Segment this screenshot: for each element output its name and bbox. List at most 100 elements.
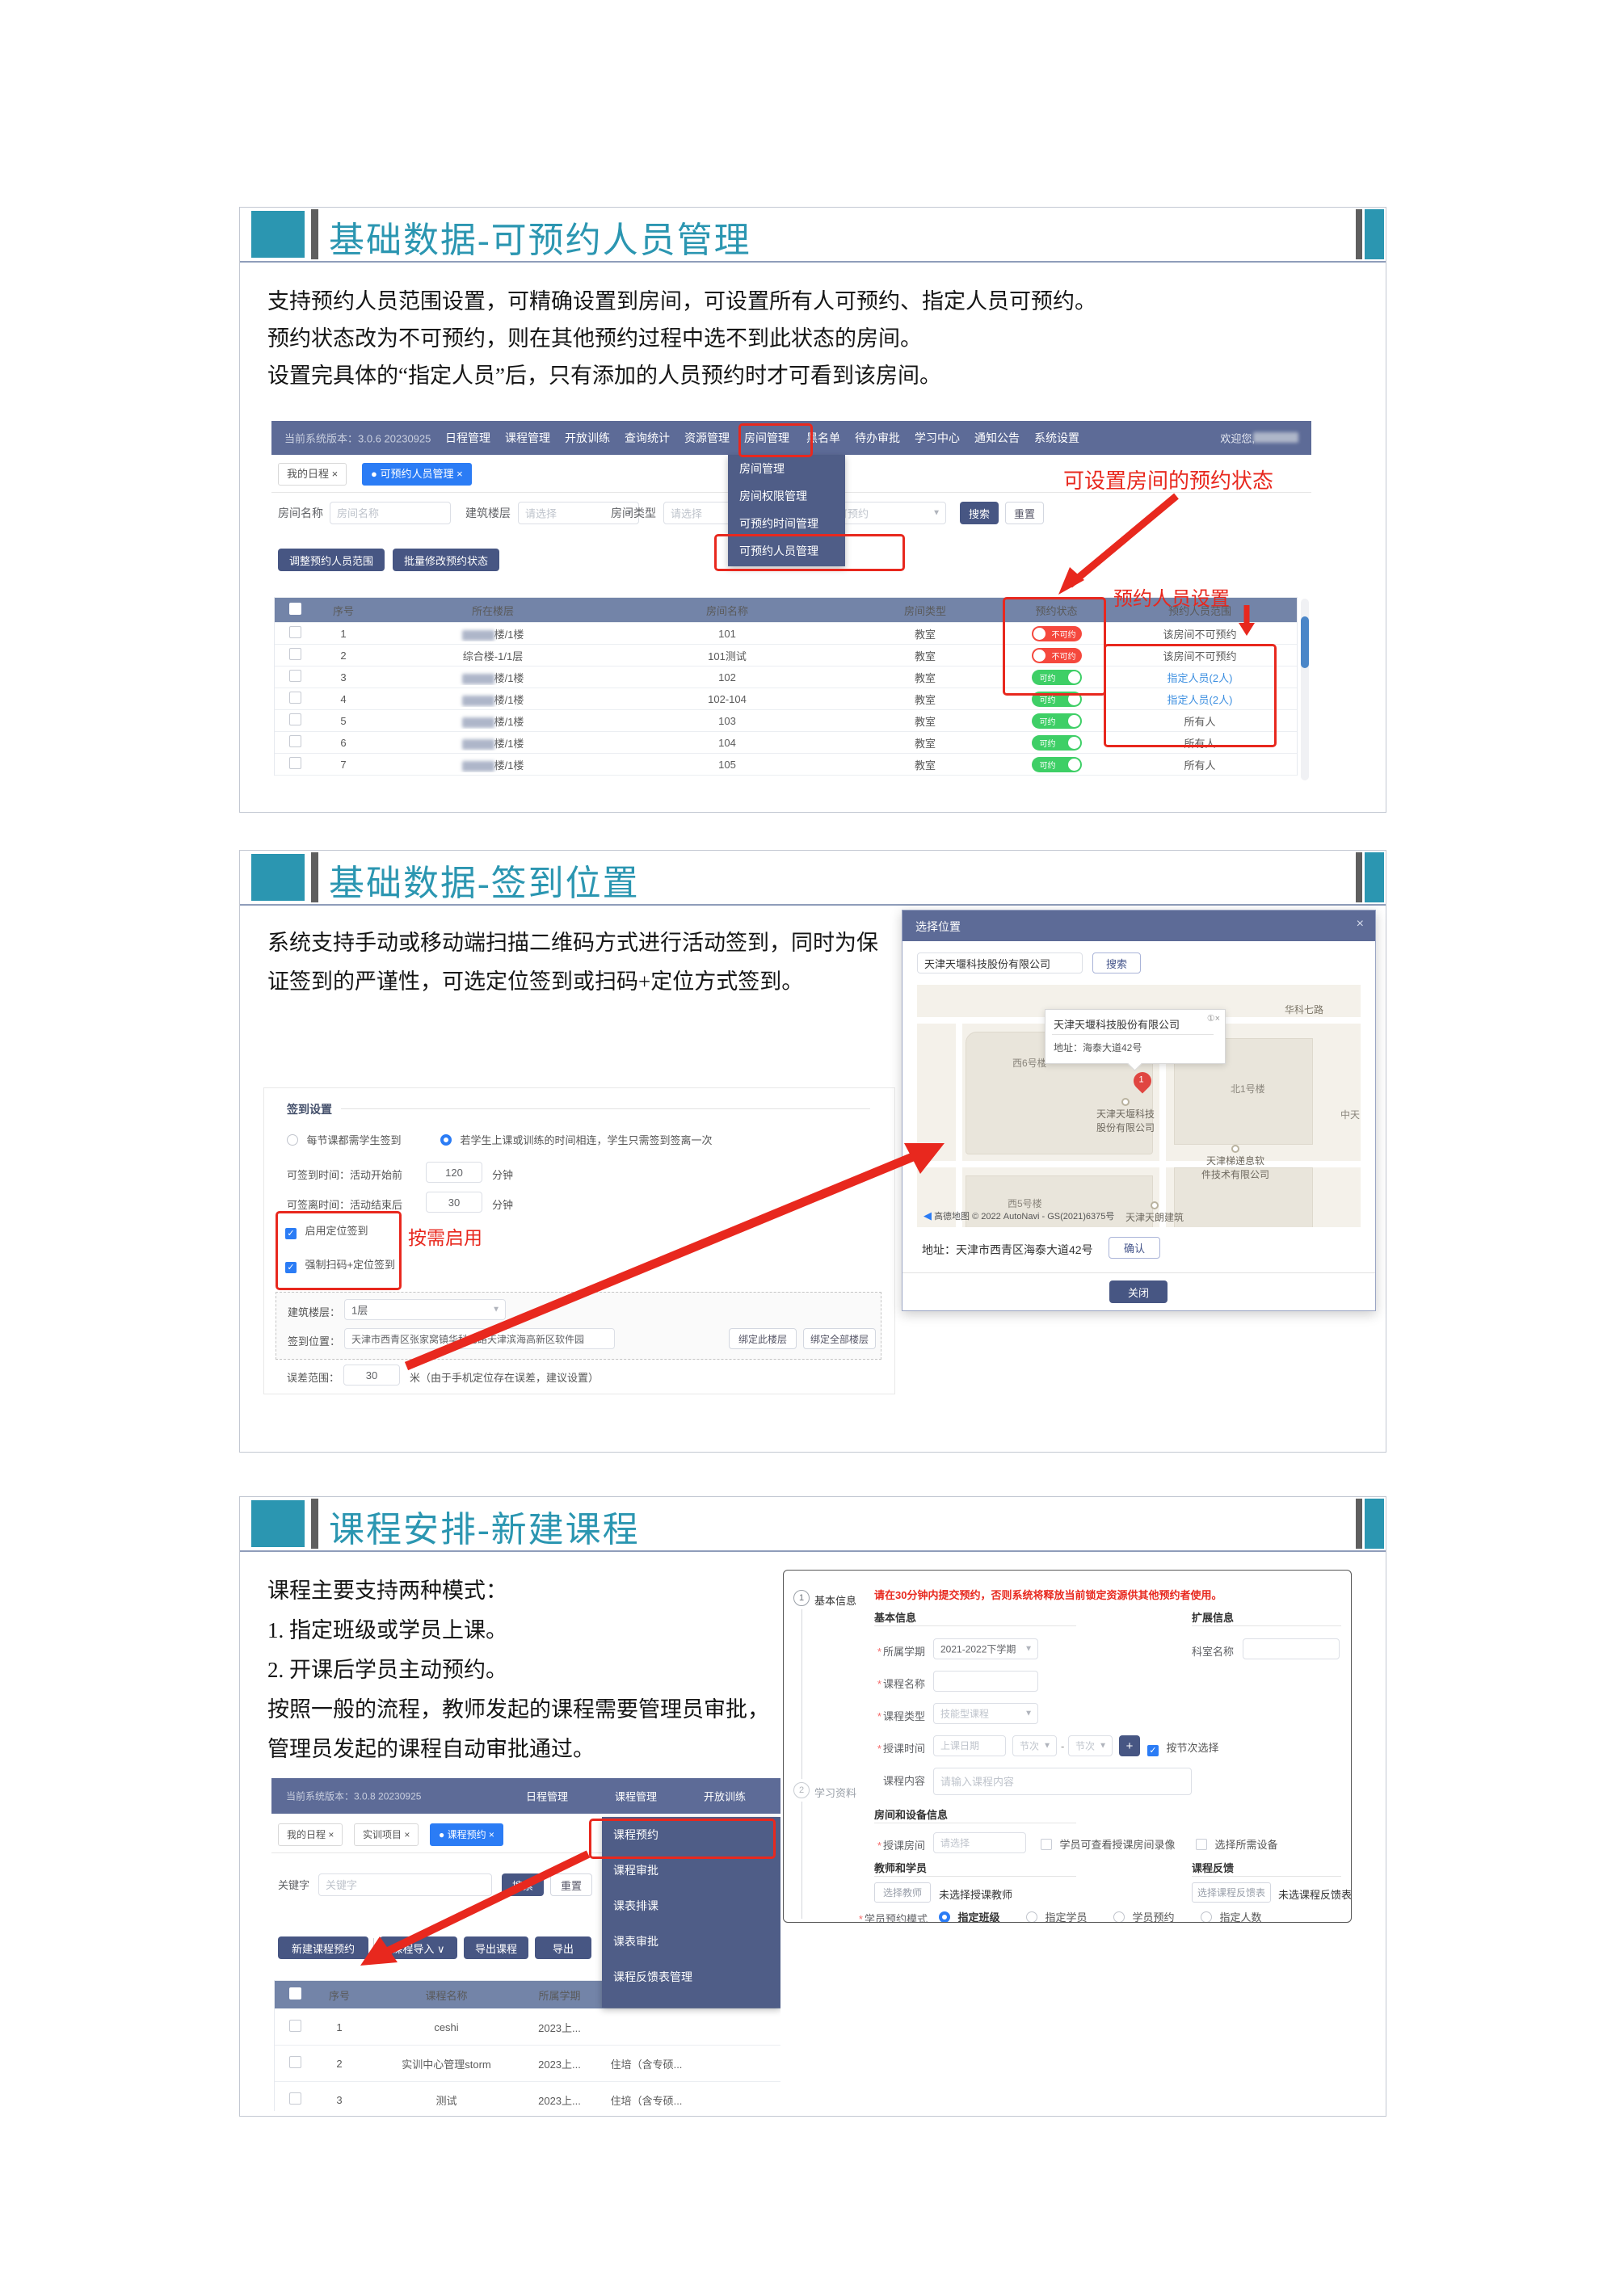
mode-assign-count[interactable]: 指定人数 — [1201, 1909, 1261, 1922]
status-toggle-off[interactable]: 不可约 — [1031, 647, 1082, 663]
tab-bookable-personnel[interactable]: ● 可预约人员管理 × — [362, 463, 472, 486]
menu-bookable-personnel[interactable]: 可预约人员管理 — [739, 545, 818, 557]
search-button[interactable]: 搜索 — [960, 502, 999, 524]
signin-minutes-input[interactable] — [426, 1162, 482, 1183]
adjust-scope-button[interactable]: 调整预约人员范围 — [278, 549, 385, 571]
menu-course-approval[interactable]: 课程审批 — [613, 1864, 658, 1877]
row-checkbox[interactable] — [288, 757, 301, 769]
tab-training-project[interactable]: 实训项目 × — [354, 1823, 419, 1846]
row-checkbox[interactable] — [288, 2092, 301, 2105]
select-teacher-button[interactable]: 选择教师 — [874, 1882, 931, 1903]
signout-minutes-input[interactable] — [426, 1192, 482, 1213]
nav-notice[interactable]: 通知公告 — [974, 431, 1020, 444]
status-toggle-on[interactable]: 可约 — [1031, 734, 1082, 751]
dialog-search-button[interactable]: 搜索 — [1092, 952, 1141, 973]
row-checkbox[interactable] — [288, 2020, 301, 2032]
radio-option-1[interactable]: 每节课都需学生签到 — [287, 1132, 401, 1148]
export-course-button[interactable]: 导出课程 — [464, 1936, 528, 1959]
mode-assign-class[interactable]: 指定班级 — [939, 1909, 999, 1922]
nav-course[interactable]: 课程管理 — [615, 1790, 658, 1803]
close-icon[interactable]: × — [1356, 917, 1364, 931]
bind-this-floor-button[interactable]: 绑定此楼层 — [729, 1328, 797, 1349]
reset-button[interactable]: 重置 — [1005, 502, 1044, 524]
course-import-button[interactable]: 课程导入 ∨ — [380, 1936, 457, 1959]
nav-open-training[interactable]: 开放训练 — [565, 431, 610, 444]
export-button[interactable]: 导出 — [535, 1936, 591, 1959]
menu-room-permission[interactable]: 房间权限管理 — [739, 490, 807, 503]
period-to-select[interactable]: 节次 ▼ — [1068, 1735, 1113, 1756]
room-name-input[interactable] — [330, 502, 451, 524]
status-toggle-off[interactable]: 不可约 — [1031, 625, 1082, 641]
status-toggle-on[interactable]: 可约 — [1031, 669, 1082, 685]
course-content-textarea[interactable] — [933, 1768, 1192, 1795]
table-scrollbar[interactable] — [1301, 599, 1309, 780]
search-button[interactable]: 搜索 — [502, 1873, 544, 1896]
radio-option-2[interactable]: 若学生上课或训练的时间相连，学生只需签到签离一次 — [440, 1132, 712, 1148]
dialog-close-button[interactable]: 关闭 — [1109, 1280, 1168, 1303]
mode-trainee-booking[interactable]: 学员预约 — [1113, 1909, 1174, 1922]
course-type-select[interactable]: 技能型课程 ▼ — [933, 1703, 1038, 1724]
dept-input[interactable] — [1243, 1638, 1340, 1659]
period-from-select[interactable]: 节次 ▼ — [1012, 1735, 1057, 1756]
class-date-input[interactable] — [933, 1735, 1006, 1756]
batch-modify-status-button[interactable]: 批量修改预约状态 — [393, 549, 499, 571]
new-course-booking-button[interactable]: 新建课程预约 — [278, 1936, 368, 1959]
tab-course-booking[interactable]: ● 课程预约 × — [430, 1823, 503, 1846]
nav-resource[interactable]: 资源管理 — [684, 431, 730, 444]
location-checkin-checkbox[interactable]: ✓ 启用定位签到 — [285, 1222, 368, 1239]
force-scan-checkbox[interactable]: ✓ 强制扫码+定位签到 — [285, 1256, 395, 1273]
menu-timetable-approval[interactable]: 课表审批 — [613, 1935, 658, 1948]
row-checkbox[interactable] — [288, 713, 301, 725]
nav-learning-center[interactable]: 学习中心 — [915, 431, 960, 444]
nav-system-settings[interactable]: 系统设置 — [1034, 431, 1079, 444]
row-checkbox[interactable] — [288, 670, 301, 682]
row-checkbox[interactable] — [288, 626, 301, 638]
menu-course-booking[interactable]: 课程预约 — [613, 1828, 658, 1841]
row-checkbox[interactable] — [288, 735, 301, 747]
tab-my-schedule[interactable]: 我的日程 × — [278, 463, 347, 486]
cell-scope-link[interactable]: 指定人员(2人) — [1167, 693, 1233, 706]
teach-room-select[interactable]: 请选择 — [933, 1832, 1026, 1853]
row-checkbox[interactable] — [288, 648, 301, 660]
bind-all-floors-button[interactable]: 绑定全部楼层 — [803, 1328, 876, 1349]
row-checkbox[interactable] — [288, 2056, 301, 2068]
nav-pending-approval[interactable]: 待办审批 — [855, 431, 900, 444]
add-time-button[interactable]: + — [1119, 1735, 1140, 1756]
status-toggle-on[interactable]: 可约 — [1031, 691, 1082, 707]
select-all-checkbox[interactable] — [288, 603, 301, 615]
select-feedback-button[interactable]: 选择课程反馈表 — [1192, 1882, 1271, 1903]
error-range-input[interactable] — [343, 1365, 400, 1386]
nav-open-training[interactable]: 开放训练 — [704, 1790, 747, 1803]
map-canvas[interactable]: 华科七路 西6号楼 北1号楼 中天 西5号楼 1 天津天堰科技 股份有限公司 天… — [917, 985, 1361, 1227]
nav-schedule[interactable]: 日程管理 — [445, 431, 490, 444]
tab-my-schedule[interactable]: 我的日程 × — [278, 1823, 343, 1846]
cell-scope-link[interactable]: 指定人员(2人) — [1167, 671, 1233, 684]
by-period-checkbox[interactable]: ✓ 按节次选择 — [1147, 1739, 1218, 1756]
keyword-input[interactable] — [318, 1873, 492, 1896]
menu-feedback-form-mgmt[interactable]: 课程反馈表管理 — [613, 1970, 692, 1983]
course-name-input[interactable] — [933, 1671, 1038, 1692]
view-video-checkbox[interactable]: 学员可查看授课房间录像 — [1041, 1836, 1175, 1852]
nav-schedule[interactable]: 日程管理 — [526, 1790, 569, 1803]
select-device-checkbox[interactable]: 选择所需设备 — [1196, 1836, 1277, 1852]
nav-course[interactable]: 课程管理 — [505, 431, 550, 444]
nav-blacklist[interactable]: 黑名单 — [806, 431, 840, 444]
location-input[interactable] — [344, 1328, 615, 1349]
semester-select[interactable]: 2021-2022下学期 ▼ — [933, 1638, 1038, 1659]
building-floor-select[interactable]: 请选择 ▼ — [518, 502, 639, 524]
reset-button[interactable]: 重置 — [550, 1873, 592, 1896]
select-all-checkbox[interactable] — [288, 1987, 301, 2000]
confirm-button[interactable]: 确认 — [1109, 1237, 1160, 1259]
nav-room-mgmt[interactable]: 房间管理 — [744, 431, 789, 444]
status-toggle-on[interactable]: 可约 — [1031, 713, 1082, 729]
status-toggle-on[interactable]: 可约 — [1031, 756, 1082, 772]
menu-bookable-time[interactable]: 可预约时间管理 — [739, 517, 818, 530]
floor-select[interactable]: 1层 ▼ — [344, 1299, 506, 1320]
scrollbar-thumb[interactable] — [1301, 616, 1309, 668]
popup-info-close-icons[interactable]: ①× — [1206, 1014, 1220, 1024]
dialog-search-input[interactable] — [917, 952, 1083, 973]
nav-query-stats[interactable]: 查询统计 — [625, 431, 670, 444]
row-checkbox[interactable] — [288, 692, 301, 704]
mode-assign-trainee[interactable]: 指定学员 — [1026, 1909, 1087, 1922]
menu-timetable-scheduling[interactable]: 课表排课 — [613, 1899, 658, 1912]
